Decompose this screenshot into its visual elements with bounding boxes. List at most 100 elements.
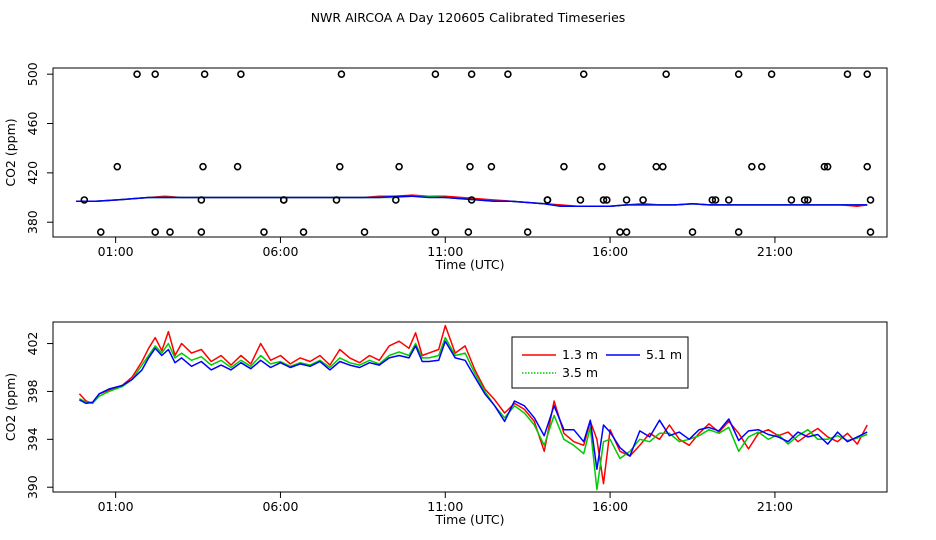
y-axis-label: CO2 (ppm)	[3, 118, 18, 186]
series-line-5-1-m	[79, 340, 868, 471]
scatter-point	[804, 196, 812, 204]
scatter-point	[96, 228, 105, 236]
scatter-point	[133, 70, 141, 78]
scatter-point	[337, 70, 346, 78]
scatter-point	[622, 196, 631, 204]
y-tick-label: 394	[25, 427, 40, 451]
axis-group: 01:00 06:00 11:00 16:00 21:00 380 420 460 500	[25, 62, 793, 259]
scatter-point	[197, 196, 206, 204]
scatter-point	[866, 196, 875, 204]
y-axis-label: CO2 (ppm)	[3, 373, 18, 441]
scatter-point	[487, 162, 496, 171]
scatter-point	[767, 70, 776, 78]
scatter-point	[800, 196, 809, 204]
scatter-point	[360, 228, 369, 236]
x-tick-label: 16:00	[592, 244, 628, 259]
legend: 1.3 m 3.5 m 5.1 m	[511, 336, 689, 389]
scatter-point	[652, 162, 661, 171]
scatter-point	[504, 70, 512, 78]
scatter-point	[662, 70, 670, 78]
x-axis-label: Time (UTC)	[434, 257, 504, 272]
scatter-point	[392, 196, 400, 204]
chart-title: NWR AIRCOA A Day 120605 Calibrated Times…	[311, 10, 626, 25]
series-line-1-3-m	[78, 324, 868, 485]
scatter-point	[724, 196, 733, 204]
series-line-3-5-m	[79, 336, 868, 491]
scatter-point	[166, 228, 174, 236]
scatter-point	[151, 228, 159, 236]
scatter-point	[464, 228, 473, 236]
scatter-point	[639, 196, 647, 204]
scatter-point	[335, 162, 344, 171]
scatter-point	[708, 196, 717, 204]
scatter-point	[467, 70, 476, 78]
scatter-point	[823, 162, 832, 171]
legend-label-5-1m: 5.1 m	[646, 347, 682, 362]
plot-box	[52, 321, 888, 493]
series-group	[78, 324, 868, 491]
plot-box	[52, 67, 888, 238]
scatter-point	[622, 228, 631, 236]
scatter-point	[863, 162, 872, 171]
y-tick-label: 500	[25, 62, 40, 86]
series-group	[76, 194, 868, 207]
y-tick-label: 460	[25, 112, 40, 136]
scatter-point	[199, 162, 207, 171]
scatter-point	[863, 70, 872, 78]
scatter-point	[576, 196, 585, 204]
scatter-point	[200, 70, 209, 78]
scatter-point	[659, 162, 667, 171]
scatter-point	[332, 196, 341, 204]
scatter-point	[560, 162, 568, 171]
scatter-point	[688, 228, 697, 236]
x-axis-label: Time (UTC)	[434, 512, 504, 527]
scatter-point	[523, 228, 532, 236]
scatter-point	[395, 162, 403, 171]
scatter-point	[603, 196, 611, 204]
scatter-point	[233, 162, 242, 171]
scatter-point	[843, 70, 852, 78]
x-tick-label: 21:00	[757, 244, 793, 259]
scatter-point	[599, 196, 608, 204]
scatter-points-group	[80, 70, 875, 236]
x-tick-label: 06:00	[262, 499, 298, 514]
bottom-panel: 01:00 06:00 11:00 16:00 21:00 390 394 398 402 Ti…	[3, 321, 888, 527]
series-line-5-1-m	[76, 195, 868, 207]
scatter-point	[711, 196, 720, 204]
top-panel: 01:00 06:00 11:00 16:00 21:00 380 420 460 500 Ti…	[3, 62, 888, 272]
scatter-point	[151, 70, 159, 78]
y-tick-label: 390	[25, 475, 40, 499]
x-tick-label: 16:00	[592, 499, 628, 514]
scatter-point	[260, 228, 268, 236]
scatter-point	[466, 162, 474, 171]
scatter-point	[757, 162, 766, 171]
scatter-point	[820, 162, 829, 171]
x-tick-label: 11:00	[427, 499, 463, 514]
legend-box	[511, 336, 689, 389]
legend-label-3-5m: 3.5 m	[562, 365, 598, 380]
scatter-point	[734, 70, 743, 78]
x-tick-label: 01:00	[98, 244, 134, 259]
scatter-point	[543, 196, 552, 204]
y-tick-label: 420	[25, 161, 40, 185]
x-tick-label: 21:00	[757, 499, 793, 514]
scatter-point	[734, 228, 743, 236]
scatter-point	[197, 228, 206, 236]
scatter-point	[787, 196, 796, 204]
scatter-point	[431, 228, 440, 236]
scatter-point	[467, 196, 476, 204]
x-tick-label: 06:00	[262, 244, 298, 259]
legend-label-1-3m: 1.3 m	[562, 347, 598, 362]
y-tick-label: 402	[25, 332, 40, 356]
scatter-point	[80, 196, 89, 204]
y-tick-label: 398	[25, 379, 40, 403]
scatter-point	[866, 228, 875, 236]
x-tick-label: 01:00	[98, 499, 134, 514]
y-tick-label: 380	[25, 210, 40, 234]
scatter-point	[579, 70, 588, 78]
axis-group: 01:00 06:00 11:00 16:00 21:00 390 394 398 402	[25, 332, 793, 514]
scatter-point	[748, 162, 756, 171]
scatter-point	[598, 162, 606, 171]
scatter-point	[113, 162, 122, 171]
